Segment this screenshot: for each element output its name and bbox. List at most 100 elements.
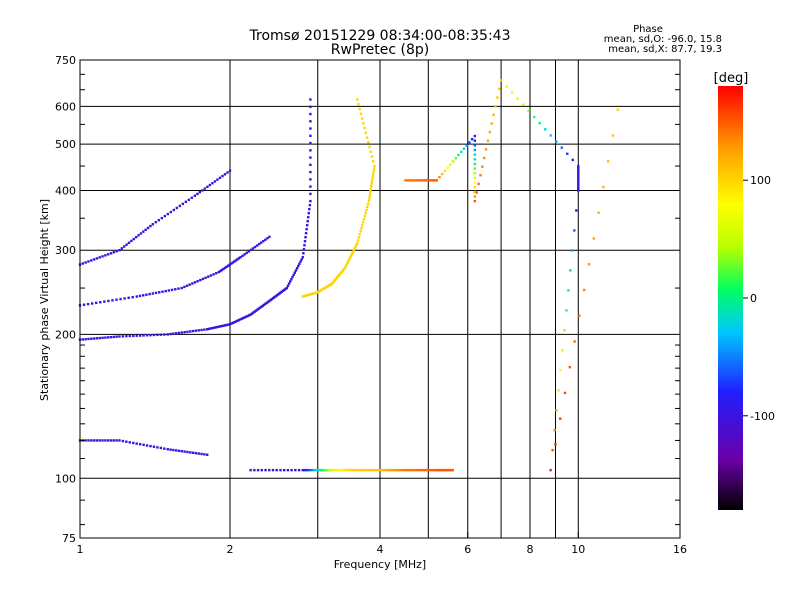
data-point <box>194 329 198 332</box>
data-point <box>112 439 116 442</box>
data-point <box>505 85 508 88</box>
data-point <box>560 146 563 149</box>
data-point <box>156 333 159 337</box>
data-point <box>142 443 145 447</box>
y-tick-label: 750 <box>55 54 76 67</box>
data-point <box>473 167 477 170</box>
data-point <box>368 468 371 472</box>
data-point <box>260 468 264 472</box>
chart-subtitle: RwPretec (8p) <box>331 42 429 58</box>
data-point <box>220 324 224 328</box>
data-point <box>349 254 353 258</box>
data-point <box>402 468 405 472</box>
colorbar <box>718 86 743 510</box>
data-point <box>333 468 336 472</box>
data-point <box>149 333 152 337</box>
data-point <box>112 335 116 339</box>
data-point <box>473 181 477 184</box>
data-point <box>213 180 217 183</box>
data-point <box>360 468 363 472</box>
data-point <box>90 439 93 442</box>
data-point <box>404 468 407 472</box>
data-point <box>303 240 307 243</box>
data-point <box>428 179 432 182</box>
data-point <box>424 179 427 182</box>
data-point <box>577 173 580 176</box>
data-point <box>157 218 161 222</box>
data-point <box>592 237 595 240</box>
data-point <box>484 148 488 151</box>
data-point <box>128 441 132 444</box>
data-point <box>101 439 104 442</box>
data-point <box>571 158 574 162</box>
data-point <box>151 292 155 295</box>
data-point <box>443 169 447 173</box>
data-point <box>481 165 484 168</box>
data-point <box>172 332 175 335</box>
data-point <box>397 468 400 472</box>
data-point <box>120 247 124 250</box>
data-point <box>602 185 605 189</box>
data-point <box>84 261 87 264</box>
colorbar-tick-label: -100 <box>750 410 775 423</box>
data-point <box>98 336 101 340</box>
data-point <box>237 318 241 322</box>
data-point <box>316 468 319 472</box>
data-point <box>565 309 568 312</box>
data-point <box>342 468 346 472</box>
data-point <box>356 468 359 472</box>
data-point <box>225 323 228 327</box>
colorbar-ticks: 100 0 -100 <box>743 174 775 423</box>
data-point <box>95 301 98 305</box>
data-point <box>228 323 232 326</box>
data-point <box>360 117 364 120</box>
data-point <box>340 468 343 472</box>
data-point <box>276 293 280 296</box>
data-point <box>577 171 580 175</box>
data-point <box>380 468 384 472</box>
data-point <box>201 189 204 192</box>
data-point <box>433 468 436 472</box>
data-point <box>559 369 562 372</box>
data-point <box>123 297 126 300</box>
data-point <box>104 439 107 442</box>
data-point <box>309 105 312 108</box>
data-point <box>95 439 99 442</box>
data-point <box>203 187 207 190</box>
data-point <box>544 128 547 131</box>
data-point <box>115 439 118 442</box>
y-axis-label: Stationary phase Virtual Height [km] <box>38 199 51 401</box>
data-point <box>253 310 256 313</box>
data-point <box>180 331 184 334</box>
data-point <box>555 409 558 412</box>
data-point <box>577 175 580 178</box>
data-point <box>582 288 586 292</box>
data-point <box>227 323 230 326</box>
data-point <box>237 257 241 260</box>
data-point <box>322 468 325 472</box>
data-point <box>371 177 374 180</box>
data-point <box>145 444 149 447</box>
data-point <box>250 312 254 315</box>
data-point <box>180 286 183 290</box>
data-point <box>181 202 185 206</box>
data-point <box>337 468 340 472</box>
data-point <box>451 160 455 163</box>
data-point <box>185 284 189 287</box>
data-point <box>90 337 93 340</box>
data-point <box>454 156 458 160</box>
x-axis-label: Frequency [MHz] <box>334 558 426 571</box>
data-point <box>152 445 156 448</box>
data-point <box>204 276 207 279</box>
data-point <box>240 317 243 320</box>
data-point <box>494 105 497 108</box>
x-tick-label: 8 <box>527 543 534 556</box>
data-point <box>309 120 312 123</box>
data-point <box>366 202 370 206</box>
data-point <box>198 190 202 194</box>
data-point <box>303 468 307 472</box>
data-point <box>303 244 306 247</box>
x-tick-label: 6 <box>464 543 471 556</box>
data-point <box>127 241 131 244</box>
data-point <box>194 451 198 455</box>
